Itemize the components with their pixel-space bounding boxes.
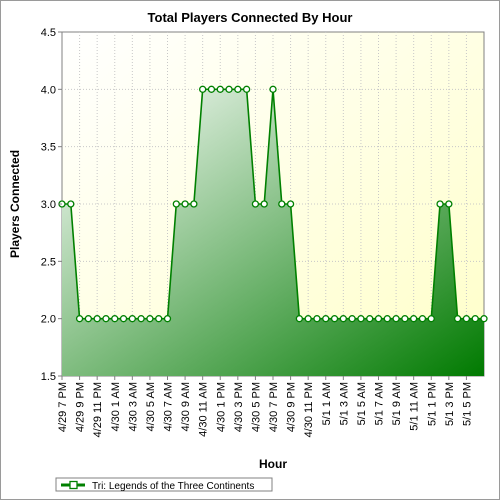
legend-box	[55, 477, 273, 492]
y-tick-label: 1.5	[41, 371, 56, 383]
x-tick-label: 5/1 7 AM	[374, 382, 386, 425]
data-point	[401, 315, 409, 323]
data-point	[93, 315, 101, 323]
x-tick-label: 4/30 11 AM	[198, 382, 210, 437]
x-tick-label: 5/1 1 AM	[321, 382, 333, 425]
legend-label: Tri: Legends of the Three Continents	[92, 481, 254, 492]
y-tick-label: 2.5	[41, 256, 56, 268]
data-point	[322, 315, 330, 323]
x-tick-label: 4/30 7 PM	[268, 382, 280, 432]
x-tick-label: 4/30 1 AM	[110, 382, 122, 432]
data-point	[242, 85, 251, 93]
data-point	[137, 315, 145, 323]
x-tick-label: 5/1 5 AM	[356, 382, 368, 425]
y-tick-label: 3.0	[41, 199, 56, 211]
x-tick-label: 4/30 7 AM	[163, 382, 175, 432]
data-point	[436, 200, 444, 208]
data-point	[339, 315, 347, 323]
y-tick-label: 2.0	[41, 314, 56, 326]
data-point	[471, 315, 479, 323]
y-axis-label: Players Connected	[8, 150, 22, 258]
x-tick-label: 4/29 11 PM	[92, 382, 104, 437]
x-tick-label: 4/30 1 PM	[215, 382, 227, 432]
x-tick-label: 5/1 3 PM	[444, 382, 456, 426]
y-tick-label: 3.5	[41, 142, 56, 154]
x-tick-label: 4/30 3 PM	[233, 382, 245, 432]
data-point	[418, 315, 427, 323]
data-point	[453, 315, 462, 323]
x-axis-ticks: 4/29 7 PM 4/29 9 PM 4/29 11 PM 4/30 1 AM 4/3…	[57, 376, 473, 437]
y-axis-ticks: 1.5 2.0 2.5 3.0 3.5 4.0 4.5	[41, 27, 62, 383]
x-axis-label: Hour	[259, 457, 287, 471]
data-point	[163, 315, 172, 323]
data-point	[304, 315, 312, 323]
x-tick-label: 4/30 9 PM	[286, 382, 298, 432]
data-point	[251, 200, 260, 208]
data-point	[260, 200, 268, 208]
data-point	[234, 85, 242, 93]
data-point	[172, 200, 180, 208]
data-point	[269, 85, 277, 93]
data-point	[67, 200, 75, 208]
x-tick-label: 4/29 7 PM	[57, 382, 69, 432]
data-point	[128, 315, 136, 323]
data-point	[330, 315, 339, 323]
data-points	[58, 85, 488, 323]
x-tick-label: 5/1 1 PM	[426, 382, 438, 426]
data-point	[199, 85, 207, 93]
data-point	[155, 315, 163, 323]
x-tick-label: 5/1 5 PM	[461, 382, 473, 426]
data-point	[462, 315, 471, 323]
data-point	[102, 315, 110, 323]
x-tick-label: 4/30 5 AM	[145, 382, 157, 432]
data-point	[392, 315, 400, 323]
data-point	[119, 315, 128, 323]
data-point	[190, 200, 198, 208]
x-tick-label: 4/29 9 PM	[75, 382, 87, 432]
data-point	[216, 85, 224, 93]
legend: Tri: Legends of the Three Continents	[55, 477, 273, 492]
x-tick-label: 4/30 3 AM	[127, 382, 139, 432]
x-tick-label: 4/30 9 AM	[180, 382, 192, 432]
data-point	[146, 315, 154, 323]
data-point	[84, 315, 93, 323]
data-point	[225, 85, 233, 93]
chart-title: Total Players Connected By Hour	[148, 10, 353, 25]
x-tick-label: 5/1 3 AM	[338, 382, 350, 425]
data-point	[410, 315, 418, 323]
data-point	[383, 315, 391, 323]
data-point	[357, 315, 365, 323]
series-area	[62, 89, 484, 376]
data-point	[207, 85, 216, 93]
data-point	[348, 315, 356, 323]
data-point	[181, 200, 189, 208]
data-point	[374, 315, 383, 323]
legend-swatch-marker	[69, 480, 78, 490]
data-point	[286, 200, 295, 208]
x-tick-label: 5/1 9 AM	[391, 382, 403, 425]
data-point	[111, 315, 119, 323]
data-point	[427, 315, 435, 323]
x-tick-label: 5/1 11 AM	[409, 382, 421, 431]
data-point	[445, 200, 453, 208]
data-point	[480, 315, 488, 323]
data-point	[366, 315, 374, 323]
data-point	[75, 315, 84, 323]
data-point	[313, 315, 321, 323]
y-tick-label: 4.5	[41, 27, 56, 39]
data-point	[295, 315, 304, 323]
x-tick-label: 4/30 11 PM	[303, 382, 315, 437]
x-tick-label: 4/30 5 PM	[250, 382, 262, 432]
data-point	[278, 200, 286, 208]
y-tick-label: 4.0	[41, 84, 56, 96]
